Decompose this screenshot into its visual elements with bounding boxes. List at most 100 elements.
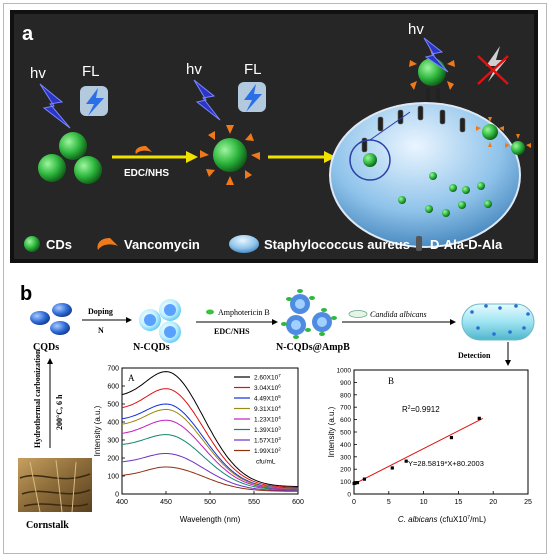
- chart-b-data-point: [477, 416, 481, 420]
- amphotericin-label: Amphotericin B: [218, 308, 270, 317]
- fluorescence-icon-mid: [238, 82, 266, 112]
- chart-b-ytick-label: 900: [340, 380, 351, 387]
- panel-a-label: a: [22, 23, 34, 45]
- legend-staph-icon: [229, 235, 259, 253]
- hv-label-mid: hv: [186, 61, 202, 78]
- chart-b-frame: [353, 369, 529, 495]
- cds-cluster: [38, 132, 102, 184]
- chart-a-ytick-label: 600: [107, 384, 119, 391]
- chart-b-ytick-label: 700: [340, 405, 351, 412]
- lightning-icon-mid: [193, 79, 221, 121]
- candida-small-icon: [348, 310, 368, 318]
- chart-b-data-point: [404, 459, 408, 463]
- edc-nhs-label-a: EDC/NHS: [124, 168, 169, 179]
- cd-particle: [38, 154, 66, 182]
- chart-b-ytick-label: 300: [340, 454, 351, 461]
- cqds-label: CQDs: [33, 342, 59, 353]
- legend-dala-label: D-Ala-D-Ala: [430, 237, 503, 252]
- legend-vancomycin-label: Vancomycin: [124, 237, 200, 252]
- chart-a-legend-label: 1.39X103: [254, 426, 281, 435]
- chart-b-ytick-label: 1000: [337, 368, 352, 375]
- chart-b-xtick-label: 25: [524, 499, 532, 506]
- chart-a-ylabel: Intensity (a.u.): [93, 405, 102, 456]
- chart-a-series-line: [121, 419, 299, 490]
- chart-a-legend-label: 1.99X102: [254, 447, 281, 456]
- chart-a-panel-label: A: [128, 373, 135, 383]
- panel-b-label: b: [20, 283, 32, 305]
- no-fluorescence-icon: [477, 46, 509, 85]
- chart-b-ytick-label: 100: [340, 479, 351, 486]
- chart-b-xtick-label: 20: [489, 499, 497, 506]
- chart-a-series-line: [121, 434, 298, 491]
- amphotericin-icon: [206, 309, 214, 315]
- chart-b-calibration: B 0 100 200 300 400 500 600 700 800 900 1000 0 5 10 1…: [327, 368, 532, 525]
- cd-vancomycin-conjugate: [200, 125, 260, 185]
- cd-particle: [59, 132, 87, 160]
- detection-label: Detection: [458, 351, 491, 360]
- chart-a-ytick-label: 200: [107, 456, 119, 463]
- ncqds-ampb-cluster: [281, 289, 337, 339]
- chart-a-xtick-label: 550: [248, 499, 260, 506]
- chart-a-series-line: [121, 453, 298, 492]
- chart-a-legend-unit: cfu/mL: [256, 459, 276, 466]
- chart-a-ytick-label: 0: [115, 492, 119, 499]
- staphylococcus-cell: [329, 102, 521, 248]
- chart-b-ytick-label: 600: [340, 417, 351, 424]
- free-conjugate-2: [505, 134, 531, 155]
- chart-b-ytick-label: 400: [340, 442, 351, 449]
- lightning-icon-left: [39, 83, 71, 129]
- cornstalk-label: Cornstalk: [26, 520, 69, 531]
- d-ala-receptors: [361, 105, 466, 153]
- candida-cell: [461, 303, 535, 341]
- chart-a-legend-label: 1.23X104: [254, 415, 281, 424]
- chart-b-ytick-label: 200: [340, 467, 351, 474]
- chart-a-legend-label: 2.60X107: [254, 373, 281, 382]
- chart-a-ytick-label: 700: [107, 366, 119, 373]
- chart-a-legend-label: 9.31X104: [254, 405, 281, 414]
- fit-equation: Y=28.5819*X+80.2003: [408, 459, 484, 468]
- ncqds-cluster: [139, 299, 181, 343]
- chart-b-xtick-label: 15: [455, 499, 463, 506]
- figure-frame: [3, 3, 547, 554]
- hv-label-right: hv: [408, 21, 424, 38]
- chart-b-xtick-label: 5: [387, 499, 391, 506]
- chart-b-data-point: [449, 435, 454, 440]
- cornstalk-image: [18, 458, 92, 513]
- chart-b-panel-label: B: [388, 376, 394, 386]
- chart-a-ytick-label: 100: [107, 474, 119, 481]
- chart-a-ytick-label: 500: [107, 402, 119, 409]
- chart-a-series-line: [121, 408, 298, 490]
- cd-particle: [74, 156, 102, 184]
- chart-b-ytick-label: 0: [347, 492, 351, 499]
- chart-b-fit-line: [353, 418, 483, 485]
- n-label: N: [98, 326, 104, 335]
- chart-a-xlabel: Wavelength (nm): [180, 515, 241, 524]
- chart-a-xtick-label: 600: [292, 499, 304, 506]
- doping-label: Doping: [88, 307, 113, 316]
- chart-a-series-line: [121, 466, 299, 492]
- bound-cd: [363, 153, 377, 167]
- chart-a-series-line: [121, 371, 299, 488]
- lightning-icon-right: [423, 37, 449, 73]
- free-conjugate-1: [476, 117, 504, 147]
- chart-a-xtick-label: 400: [116, 499, 128, 506]
- chart-b-xtick-label: 0: [352, 499, 356, 506]
- chart-a-ytick-label: 300: [107, 438, 119, 445]
- hydrothermal-label: Hydrothermal carbonization: [33, 349, 42, 448]
- ncqds-ampb-label: N-CQDs@AmpB: [276, 342, 350, 353]
- chart-b-data-point: [353, 481, 357, 485]
- bound-cds-inside: [398, 172, 492, 217]
- fl-label-left: FL: [82, 63, 100, 80]
- ncqds-label: N-CQDs: [133, 342, 170, 353]
- chart-b-data-point: [355, 480, 360, 485]
- chart-a-series-line: [121, 388, 298, 488]
- legend-cds-label: CDs: [46, 237, 72, 252]
- chart-b-ylabel: Intensity (a.u.): [327, 406, 336, 457]
- legend-vancomycin-icon: [97, 238, 118, 250]
- chart-b-ytick-label: 500: [340, 430, 351, 437]
- cqds-cluster: [30, 303, 72, 335]
- chart-a-legend-label: 1.57X103: [254, 436, 281, 445]
- chart-a-legend-label: 4.49X105: [254, 394, 281, 403]
- chart-b-data-point: [362, 477, 367, 481]
